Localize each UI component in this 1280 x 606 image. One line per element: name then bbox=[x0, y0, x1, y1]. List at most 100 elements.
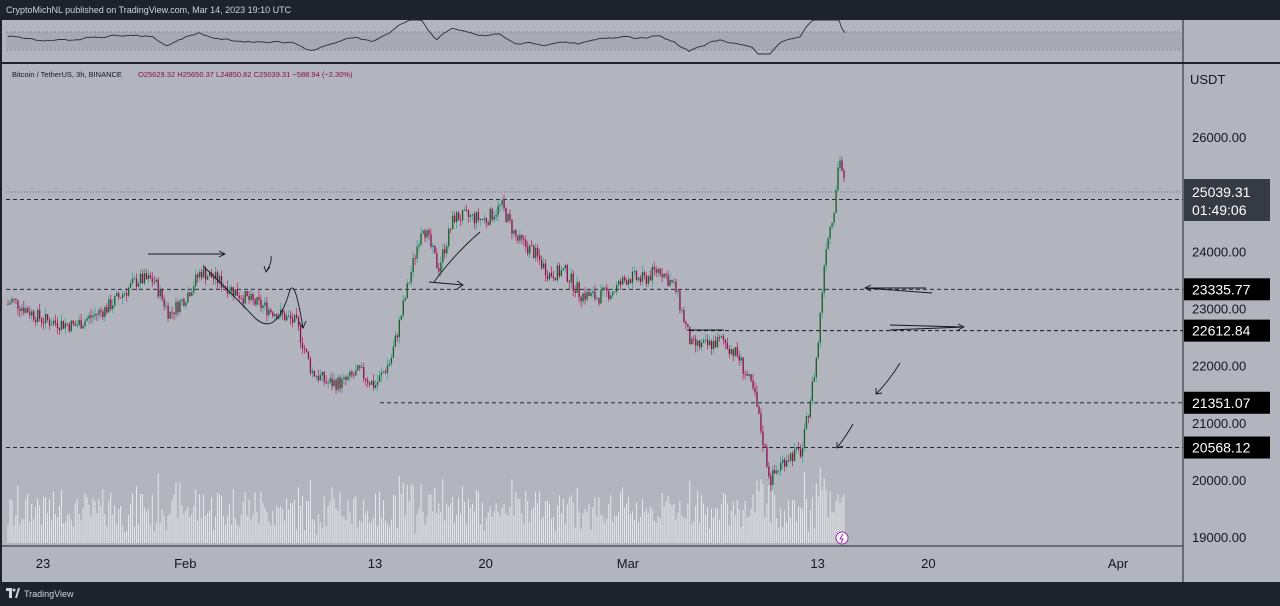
candle-body bbox=[392, 346, 395, 358]
candle-body bbox=[833, 212, 835, 223]
candle-body bbox=[752, 380, 754, 389]
candle-body bbox=[19, 308, 21, 311]
candle-body bbox=[621, 277, 624, 285]
candle-body bbox=[521, 234, 523, 239]
candle-body bbox=[461, 210, 464, 221]
candle-body bbox=[272, 312, 274, 317]
candle-body bbox=[471, 214, 474, 216]
candle-body bbox=[606, 287, 608, 291]
price-axis[interactable]: 26000.00 24000.00 23000.00 22000.00 21000.00… bbox=[1192, 130, 1246, 545]
candle-body bbox=[704, 339, 707, 341]
candle-body bbox=[355, 370, 357, 376]
candle-body bbox=[697, 340, 699, 346]
candle-body bbox=[728, 348, 731, 354]
current-price-label-bg bbox=[1184, 179, 1270, 221]
candle-body bbox=[123, 293, 126, 295]
candle-body bbox=[37, 309, 39, 323]
candle-body bbox=[406, 283, 408, 299]
candle-body bbox=[343, 377, 345, 379]
flash-icon[interactable] bbox=[835, 531, 849, 545]
candle-body bbox=[27, 308, 29, 313]
candle-body bbox=[651, 266, 653, 281]
candle-body bbox=[139, 273, 142, 284]
time-tick-label: Apr bbox=[1108, 556, 1129, 571]
candle-body bbox=[323, 371, 325, 382]
candle-body bbox=[448, 228, 450, 247]
price-tick-label: 19000.00 bbox=[1192, 530, 1246, 545]
candle-body bbox=[74, 323, 76, 326]
candle-body bbox=[331, 378, 333, 387]
candle-body bbox=[349, 371, 351, 377]
candle-body bbox=[169, 311, 171, 319]
candle-body bbox=[442, 249, 444, 263]
candle-body bbox=[505, 208, 507, 222]
legend-high-label: H bbox=[177, 70, 182, 79]
candle-body bbox=[197, 274, 199, 278]
candle-body bbox=[610, 295, 612, 300]
candle-body bbox=[70, 320, 72, 332]
candle-body bbox=[479, 218, 482, 220]
candle-body bbox=[750, 374, 752, 381]
candle-body bbox=[576, 282, 578, 293]
time-axis[interactable]: 23 Feb 13 20 Mar 13 20 Apr bbox=[36, 556, 1129, 571]
candle-body bbox=[776, 470, 778, 474]
candle-body bbox=[793, 449, 796, 461]
time-tick-label: 20 bbox=[478, 556, 492, 571]
candle-body bbox=[513, 230, 515, 234]
candle-body bbox=[167, 305, 169, 319]
candle-body bbox=[104, 306, 106, 317]
candle-body bbox=[201, 271, 203, 278]
candle-body bbox=[175, 301, 177, 315]
candle-body bbox=[829, 226, 831, 239]
candle-body bbox=[795, 447, 798, 450]
level-label-bg bbox=[1184, 278, 1270, 301]
time-tick-label: 23 bbox=[36, 556, 50, 571]
candle-body bbox=[210, 272, 213, 278]
legend-close-label: C bbox=[254, 70, 260, 79]
candle-layer bbox=[7, 154, 845, 492]
candle-body bbox=[339, 377, 341, 389]
level-label: 22612.84 bbox=[1192, 323, 1251, 339]
candle-body bbox=[843, 170, 845, 179]
candle-body bbox=[171, 311, 173, 313]
candle-body bbox=[380, 372, 383, 376]
candle-body bbox=[827, 238, 829, 250]
candle-body bbox=[327, 382, 329, 384]
legend-low: 24850.82 bbox=[220, 70, 251, 79]
candle-body bbox=[627, 279, 630, 285]
level-label-bg bbox=[1184, 391, 1270, 414]
candle-body bbox=[726, 343, 729, 349]
candle-body bbox=[94, 313, 96, 316]
drawing-arrow-1 bbox=[148, 250, 227, 258]
candle-body bbox=[262, 305, 264, 308]
legend-open-label: O bbox=[138, 70, 144, 79]
candle-body bbox=[242, 298, 244, 304]
candle-body bbox=[714, 340, 717, 348]
candle-body bbox=[740, 357, 742, 361]
candle-body bbox=[424, 230, 426, 238]
candle-body bbox=[821, 292, 823, 313]
drawing-curve bbox=[202, 265, 307, 329]
candle-body bbox=[525, 240, 527, 247]
candle-body bbox=[35, 319, 37, 323]
candle-body bbox=[643, 272, 646, 276]
candle-body bbox=[485, 218, 487, 223]
candle-body bbox=[112, 305, 114, 310]
candle-body bbox=[301, 342, 304, 349]
candle-body bbox=[50, 324, 53, 326]
candle-body bbox=[465, 209, 468, 211]
candle-body bbox=[764, 445, 766, 447]
candle-body bbox=[734, 347, 736, 356]
price-chart[interactable]: Bitcoin / TetherUS, 3h, BINANCE O25629.3… bbox=[0, 20, 1280, 582]
candle-body bbox=[412, 257, 414, 273]
candle-body bbox=[491, 208, 493, 220]
price-tick-label: 20000.00 bbox=[1192, 473, 1246, 488]
rsi-line bbox=[7, 20, 846, 55]
time-tick-label: Mar bbox=[617, 556, 640, 571]
candle-body bbox=[774, 469, 776, 474]
candle-body bbox=[760, 413, 762, 432]
candle-body bbox=[817, 342, 819, 358]
candle-body bbox=[772, 469, 774, 486]
candle-body bbox=[114, 295, 116, 306]
candle-body bbox=[48, 319, 51, 326]
